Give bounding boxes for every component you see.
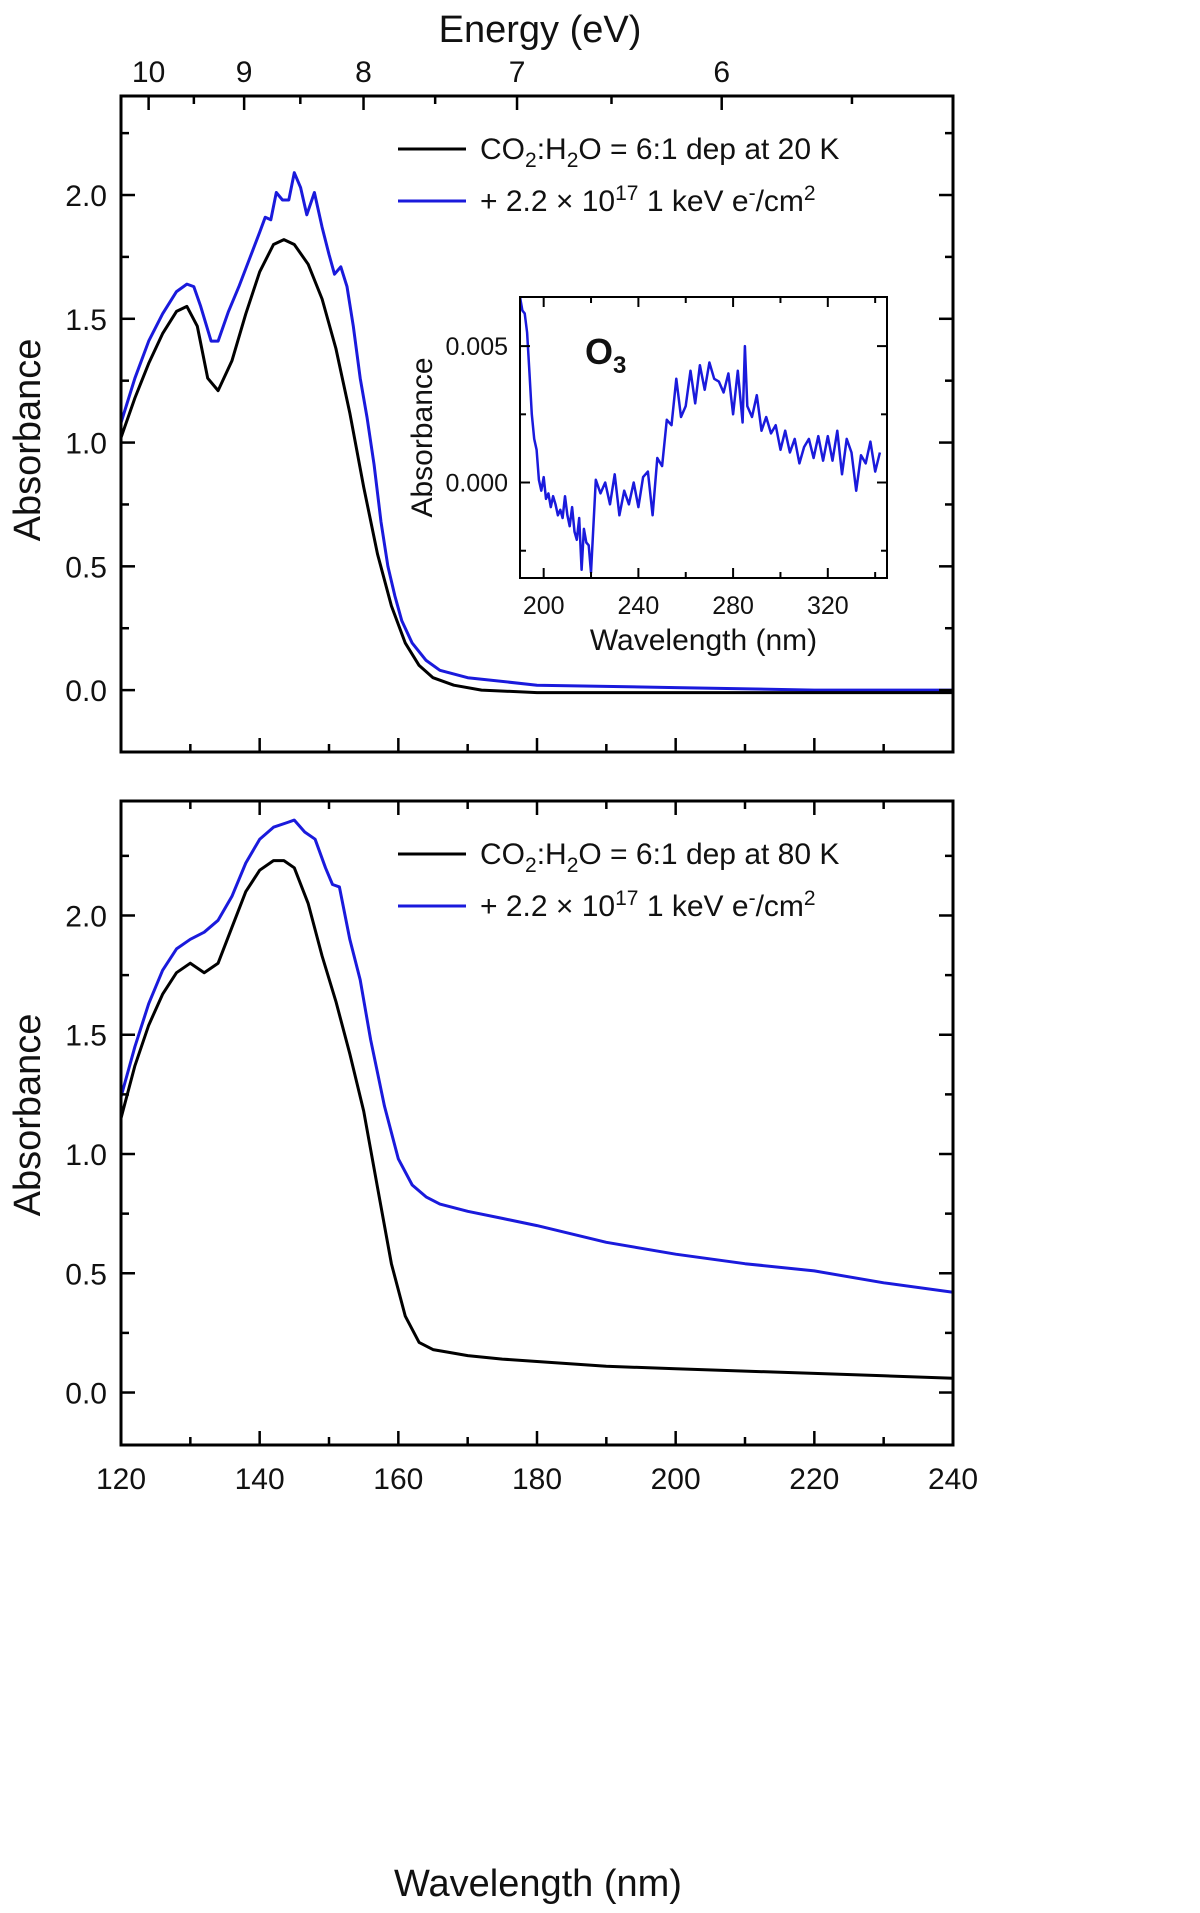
bottom-legend-label-1: + 2.2 × 1017 1 keV e-/cm2 [480, 887, 816, 923]
inset-annotation: O3 [585, 331, 626, 379]
inset-annotation-main: O [585, 331, 613, 372]
top-energy-tick-label: 6 [713, 56, 730, 89]
bottom-y-tick-label: 1.5 [65, 1020, 107, 1053]
top-legend-label-1-part: 2 [804, 182, 816, 205]
top-y-tick-label: 1.0 [65, 428, 107, 461]
bottom-legend-label-1-part: - [749, 887, 756, 910]
bottom-y-tick-label: 0.0 [65, 1378, 107, 1411]
inset-x-tick-label: 280 [712, 592, 754, 620]
top-legend-label-0-part: O = 6:1 dep at 20 K [578, 133, 839, 166]
bottom-x-tick-label: 160 [373, 1463, 423, 1496]
bottom-x-tick-label: 220 [789, 1463, 839, 1496]
bottom-legend-label-0: CO2:H2O = 6:1 dep at 80 K [480, 838, 839, 877]
bottom-legend-label-1-part: 17 [615, 887, 638, 910]
bottom-x-tick-label: 120 [96, 1463, 146, 1496]
bottom-legend-label-1-part: 2 [804, 887, 816, 910]
top-legend-label-1-part: 1 keV e [638, 185, 748, 218]
bottom-legend-label-0-part: CO [480, 838, 525, 871]
top-energy-tick-label: 9 [236, 56, 253, 89]
inset-frame [519, 296, 888, 579]
top-legend-label-1-part: - [749, 182, 756, 205]
top-series-0-line [121, 238, 953, 695]
top-y-axis-title: Absorbance [7, 339, 49, 542]
top-energy-tick-label: 7 [509, 56, 526, 89]
bottom-x-axis-title: Wavelength (nm) [394, 1863, 682, 1905]
bottom-legend-label-0-part: 2 [567, 854, 579, 877]
bottom-y-tick-label: 0.5 [65, 1258, 107, 1291]
bottom-legend-label-1-part: 1 keV e [638, 890, 748, 923]
bottom-legend-label-0-part: :H [537, 838, 567, 871]
bottom-legend-label-0-part: 2 [525, 854, 537, 877]
inset-y-axis-title: Absorbance [406, 357, 439, 517]
bottom-series-0-line [121, 859, 953, 1380]
inset-x-tick-label: 320 [807, 592, 849, 620]
top-legend-label-0-part: :H [537, 133, 567, 166]
bottom-legend-label-1-part: + 2.2 × 10 [480, 890, 615, 923]
bottom-x-tick-label: 240 [928, 1463, 978, 1496]
top-y-tick-label: 1.5 [65, 304, 107, 337]
top-y-tick-label: 0.5 [65, 551, 107, 584]
top-legend-label-1: + 2.2 × 1017 1 keV e-/cm2 [480, 182, 816, 218]
inset-y-tick-label: 0.005 [445, 333, 508, 361]
top-legend-label-0-part: CO [480, 133, 525, 166]
bottom-series-1-line [121, 818, 953, 1294]
inset-x-tick-label: 200 [523, 592, 565, 620]
bottom-x-tick-label: 140 [235, 1463, 285, 1496]
inset-series-0-line [520, 297, 882, 574]
inset-x-axis-title: Wavelength (nm) [590, 624, 817, 657]
top-legend-label-0: CO2:H2O = 6:1 dep at 20 K [480, 133, 839, 172]
inset-y-tick-label: 0.000 [445, 470, 508, 498]
bottom-legend-label-0-part: O = 6:1 dep at 80 K [578, 838, 839, 871]
top-energy-tick-label: 10 [132, 56, 165, 89]
top-legend-label-0-part: 2 [567, 149, 579, 172]
top-legend-label-1-part: 17 [615, 182, 638, 205]
inset-background [520, 297, 887, 578]
top-energy-axis-title: Energy (eV) [439, 9, 642, 51]
bottom-y-tick-label: 2.0 [65, 900, 107, 933]
bottom-x-tick-label: 180 [512, 1463, 562, 1496]
top-series-1-line [121, 171, 953, 692]
inset-x-tick-label: 240 [618, 592, 660, 620]
bottom-legend-label-1-part: /cm [756, 890, 804, 923]
bottom-x-tick-label: 200 [651, 1463, 701, 1496]
top-legend-label-0-part: 2 [525, 149, 537, 172]
bottom-panel: 120 140 160 180 200 220 2400.00.51.01.52.0CO2:… [65, 799, 978, 1496]
bottom-y-axis-title: Absorbance [7, 1014, 49, 1217]
inset-panel: 200 240 280 320 0.000 0.005 Wavelength (nm) Abs… [406, 296, 888, 657]
top-energy-tick-label: 8 [355, 56, 372, 89]
top-legend-label-1-part: /cm [756, 185, 804, 218]
top-y-tick-label: 0.0 [65, 675, 107, 708]
inset-annotation-sub: 3 [613, 352, 626, 379]
bottom-y-tick-label: 1.0 [65, 1139, 107, 1172]
top-legend-label-1-part: + 2.2 × 10 [480, 185, 615, 218]
top-y-tick-label: 2.0 [65, 180, 107, 213]
